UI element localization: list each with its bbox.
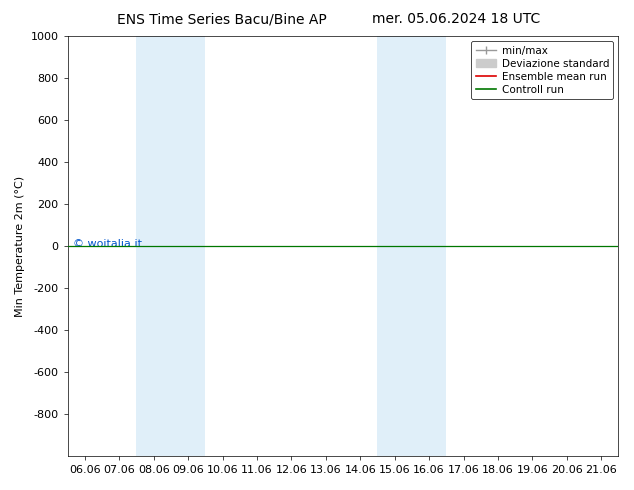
Bar <box>377 36 446 456</box>
Text: © woitalia.it: © woitalia.it <box>73 239 142 249</box>
Text: mer. 05.06.2024 18 UTC: mer. 05.06.2024 18 UTC <box>372 12 541 26</box>
Text: ENS Time Series Bacu/Bine AP: ENS Time Series Bacu/Bine AP <box>117 12 327 26</box>
Bar <box>136 36 205 456</box>
Legend: min/max, Deviazione standard, Ensemble mean run, Controll run: min/max, Deviazione standard, Ensemble m… <box>472 41 613 99</box>
Y-axis label: Min Temperature 2m (°C): Min Temperature 2m (°C) <box>15 175 25 317</box>
